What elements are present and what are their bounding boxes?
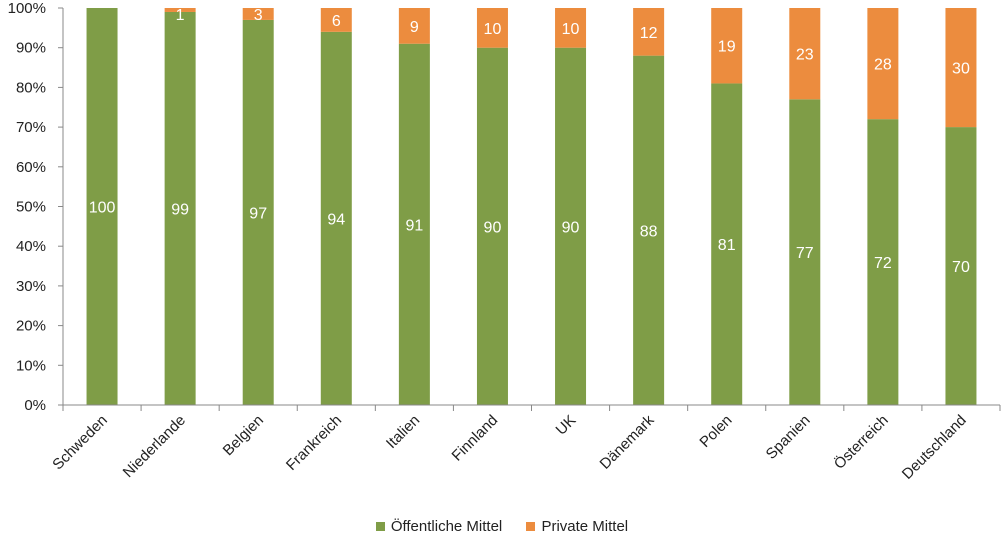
data-label-oeffentliche: 81: [718, 237, 736, 254]
legend-swatch-private: [526, 522, 536, 531]
bar-oeffentliche: [789, 99, 821, 405]
bar-oeffentliche: [398, 43, 430, 405]
bar-private: [164, 8, 196, 12]
bar-oeffentliche: [320, 31, 352, 405]
data-label-private: 30: [952, 61, 970, 78]
bar-private: [867, 8, 899, 120]
legend: Öffentliche Mittel Private Mittel: [0, 518, 1004, 535]
data-label-oeffentliche: 100: [89, 200, 116, 217]
x-category-label: Schweden: [49, 412, 111, 474]
x-category-label: Spanien: [763, 412, 814, 463]
y-tick-label: 20%: [16, 318, 46, 335]
x-category-label: Polen: [696, 412, 735, 451]
data-label-private: 6: [332, 13, 341, 30]
x-category-label: Finnland: [449, 412, 502, 465]
y-tick-label: 0%: [24, 397, 46, 414]
bar-private: [789, 8, 821, 100]
data-label-oeffentliche: 97: [249, 205, 267, 222]
bar-oeffentliche: [476, 47, 508, 405]
x-category-label: Österreich: [830, 411, 892, 473]
y-tick-label: 80%: [16, 79, 46, 96]
bar-oeffentliche: [945, 127, 977, 405]
y-tick-label: 90%: [16, 40, 46, 57]
data-label-oeffentliche: 77: [796, 245, 814, 262]
legend-label-oeffentliche: Öffentliche Mittel: [390, 518, 503, 535]
y-tick-label: 40%: [16, 238, 46, 255]
data-label-private: 23: [796, 47, 814, 64]
bar-private: [242, 8, 274, 20]
data-label-oeffentliche: 70: [952, 259, 970, 276]
data-label-private: 3: [254, 7, 263, 24]
axes: [58, 7, 1001, 411]
legend-swatch-oeffentliche: [375, 522, 385, 531]
data-label-private: 28: [874, 57, 892, 74]
y-tick-label: 50%: [16, 199, 46, 216]
y-tick-label: 10%: [16, 357, 46, 374]
bars: [86, 8, 977, 406]
y-tick-label: 100%: [8, 0, 46, 17]
bar-oeffentliche: [164, 11, 196, 405]
data-label-private: 19: [718, 39, 736, 56]
data-label-private: 10: [484, 21, 502, 38]
x-category-label: Dänemark: [596, 411, 657, 472]
legend-item-private: Private Mittel: [526, 518, 628, 535]
x-category-label: Niederlande: [120, 412, 189, 481]
data-label-private: 1: [176, 7, 185, 24]
data-label-oeffentliche: 99: [171, 201, 189, 218]
data-label-private: 10: [562, 21, 580, 38]
bar-oeffentliche: [633, 55, 665, 405]
bar-oeffentliche: [242, 19, 274, 405]
bar-private: [320, 8, 352, 32]
bar-oeffentliche: [555, 47, 587, 405]
data-labels: 100 99 1 97 3 94 6 91 9 90 10 90 10 88 12 81 19 77 23 72 28 7…: [89, 7, 970, 276]
y-tick-label: 70%: [16, 119, 46, 136]
data-label-oeffentliche: 90: [484, 219, 502, 236]
stacked-bar-chart: 0%10%20%30%40%50%60%70%80%90%100% 100 991…: [8, 0, 1001, 483]
x-category-label: Deutschland: [899, 412, 970, 483]
data-label-private: 9: [410, 19, 419, 36]
bar-oeffentliche: [711, 83, 743, 406]
data-label-private: 12: [640, 25, 658, 42]
legend-item-oeffentliche: Öffentliche Mittel: [375, 518, 503, 535]
bar-oeffentliche: [867, 119, 899, 405]
bar-private: [398, 8, 430, 44]
bar-private: [711, 8, 743, 84]
data-label-oeffentliche: 94: [327, 211, 345, 228]
legend-label-private: Private Mittel: [541, 518, 629, 535]
bar-oeffentliche: [86, 8, 118, 405]
bar-private: [945, 8, 977, 128]
x-category-label: Italien: [383, 412, 423, 452]
y-tick-label: 30%: [16, 278, 46, 295]
data-label-oeffentliche: 90: [562, 219, 580, 236]
data-label-oeffentliche: 88: [640, 223, 658, 240]
bar-private: [555, 8, 587, 48]
bar-private: [476, 8, 508, 48]
data-label-oeffentliche: 91: [405, 217, 423, 234]
bar-private: [633, 8, 665, 56]
y-tick-label: 60%: [16, 159, 46, 176]
x-axis-labels: Schweden Niederlande Belgien Frankreich Ital…: [49, 411, 969, 483]
data-label-oeffentliche: 72: [874, 255, 892, 272]
x-category-label: Belgien: [220, 412, 267, 459]
y-axis-ticks: 0% 10% 20% 30% 40% 50% 60% 70% 80% 90% 100%: [8, 0, 46, 414]
x-category-label: UK: [553, 412, 580, 439]
x-category-label: Frankreich: [283, 412, 345, 474]
